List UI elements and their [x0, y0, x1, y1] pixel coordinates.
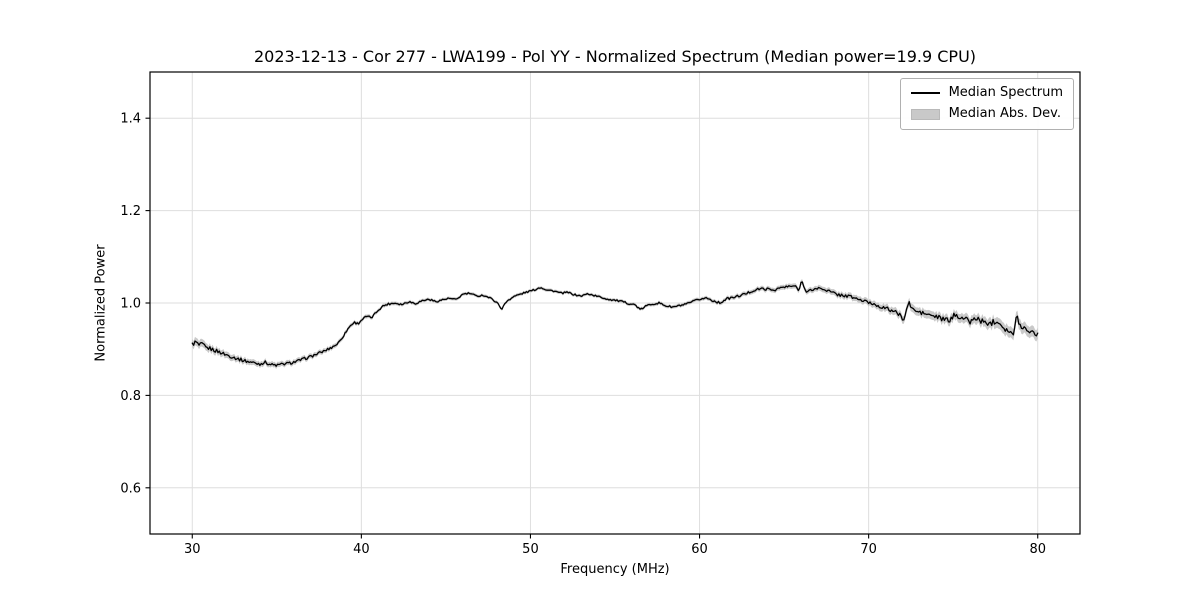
x-tick-label: 70: [860, 542, 877, 557]
band-swatch-icon: [910, 108, 940, 120]
legend-label-median-spectrum: Median Spectrum: [948, 85, 1063, 100]
legend: Median Spectrum Median Abs. Dev.: [899, 78, 1074, 130]
y-tick-label: 0.8: [120, 389, 141, 404]
x-tick-label: 80: [1029, 542, 1046, 557]
legend-label-mad: Median Abs. Dev.: [948, 106, 1062, 121]
y-tick-label: 0.6: [120, 481, 141, 496]
x-tick-label: 40: [353, 542, 370, 557]
x-axis-label: Frequency (MHz): [560, 562, 670, 577]
x-tick-label: 60: [691, 542, 708, 557]
line-swatch-icon: [910, 92, 940, 94]
mad-band: [192, 279, 1038, 369]
y-tick-label: 1.2: [120, 204, 141, 219]
legend-entry-mad: Median Abs. Dev.: [910, 106, 1063, 122]
y-tick-label: 1.4: [120, 112, 141, 127]
legend-entry-median-spectrum: Median Spectrum: [910, 85, 1063, 101]
median-spectrum-line: [191, 281, 1039, 367]
y-axis-label: Normalized Power: [93, 244, 109, 362]
chart-title: 2023-12-13 - Cor 277 - LWA199 - Pol YY -…: [253, 47, 977, 66]
x-tick-label: 30: [184, 542, 201, 557]
y-tick-label: 1.0: [120, 297, 141, 312]
x-tick-label: 50: [522, 542, 539, 557]
